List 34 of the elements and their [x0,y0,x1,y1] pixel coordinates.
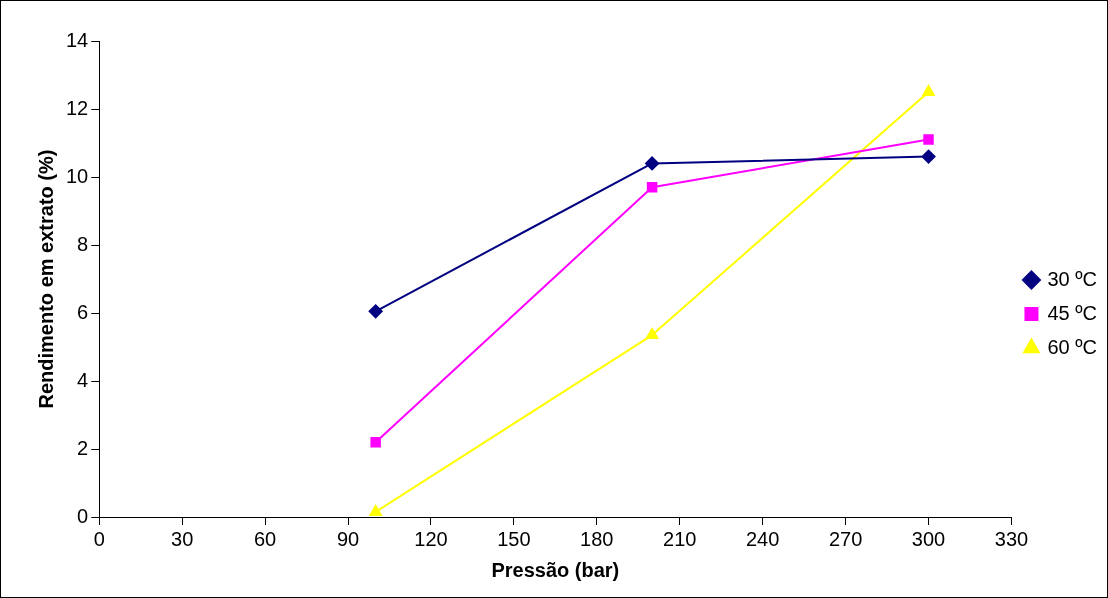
x-tick-label: 210 [663,527,697,550]
x-tick-label: 60 [253,527,277,550]
legend-label: 30 ºC [1047,267,1098,290]
y-tick-label: 4 [77,368,89,391]
x-tick-label: 330 [994,527,1029,550]
x-tick-label: 0 [93,527,105,550]
y-tick-label: 6 [77,300,89,323]
x-tick-label: 30 [171,527,194,550]
x-tick-label: 270 [828,527,863,550]
y-axis-title: Rendimento em extrato (%) [34,149,57,409]
point [370,436,381,448]
y-tick-label: 8 [77,232,89,255]
x-tick-label: 120 [414,527,448,550]
point [921,149,936,164]
point [923,134,934,145]
legend-label: 60 ºC [1047,335,1098,358]
x-tick-label: 90 [336,527,360,550]
y-tick-label: 14 [66,28,89,51]
point [369,504,382,516]
point [922,85,935,96]
x-tick-label: 180 [580,527,614,550]
x-axis-title: Pressão (bar) [491,558,620,581]
x-tick-label: 240 [745,527,780,550]
point [645,328,659,340]
point [646,181,658,193]
legend-label: 45 ºC [1047,301,1098,324]
y-tick-label: 2 [77,436,89,459]
point [645,156,660,171]
x-tick-label: 300 [911,527,946,550]
point [368,304,383,319]
y-tick-label: 12 [66,96,89,119]
y-tick-label: 0 [77,504,89,527]
x-tick-label: 150 [497,527,531,550]
y-tick-label: 10 [66,164,89,187]
